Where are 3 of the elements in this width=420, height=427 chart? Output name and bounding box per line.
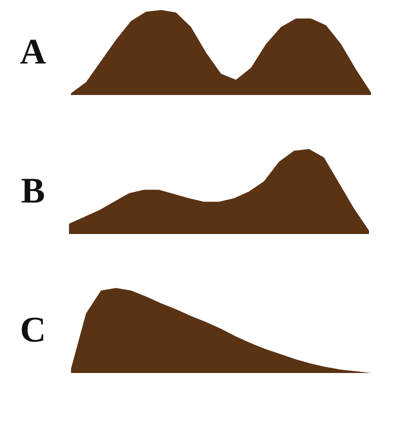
text: C bbox=[20, 310, 46, 350]
text: A bbox=[20, 32, 46, 72]
text: B bbox=[20, 170, 45, 210]
